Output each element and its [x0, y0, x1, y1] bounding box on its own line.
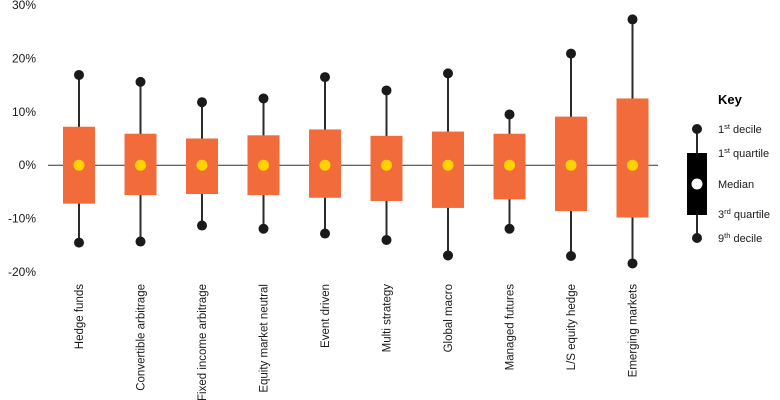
- y-tick-label: 0%: [19, 158, 37, 172]
- legend: Key 1st decile 1st quartile Median 3rd quart…: [687, 92, 770, 245]
- median-dot: [442, 159, 454, 171]
- category-label: Event driven: [320, 284, 332, 348]
- legend-entry: 9th decile: [718, 231, 762, 246]
- y-tick-label: -20%: [8, 265, 36, 279]
- decile-1-dot: [381, 85, 392, 96]
- y-tick-label: 30%: [12, 0, 36, 12]
- category-labels: Hedge funds Convertible arbitrage Fixed in…: [74, 284, 640, 400]
- category-label: Hedge funds: [74, 284, 86, 349]
- legend-entry: Median: [718, 179, 754, 191]
- category-label: Convertible arbitrage: [136, 284, 148, 391]
- box-group: [247, 93, 280, 234]
- box-group: [432, 68, 464, 261]
- decile-9-dot: [443, 250, 453, 261]
- box-group: [63, 69, 95, 248]
- median-dot: [196, 159, 208, 171]
- category-label: Global macro: [443, 284, 455, 352]
- median-dot: [135, 159, 146, 171]
- category-label: Multi strategy: [382, 284, 394, 353]
- y-axis: 30% 20% 10% 0% -10% -20%: [8, 0, 36, 279]
- quartile-box: [616, 98, 649, 218]
- box-series: [63, 14, 649, 269]
- legend-entry: 1st decile: [718, 122, 762, 137]
- box-group: [616, 14, 649, 269]
- decile-1-dot: [320, 72, 330, 83]
- category-label: Managed futures: [505, 284, 517, 371]
- decile-9-dot: [320, 228, 330, 239]
- box-group: [555, 48, 587, 261]
- legend-decile-9-dot: [692, 233, 702, 243]
- decile-1-dot: [135, 76, 146, 87]
- box-group: [370, 85, 403, 245]
- median-dot: [319, 159, 331, 171]
- y-tick-label: 20%: [12, 51, 36, 65]
- median-dot: [73, 159, 85, 171]
- decile-9-dot: [566, 250, 576, 261]
- box-group: [186, 97, 218, 231]
- category-label: Equity market neutral: [259, 284, 271, 393]
- box-group: [124, 76, 157, 247]
- box-group: [309, 72, 341, 239]
- median-dot: [627, 159, 638, 171]
- decile-1-dot: [443, 68, 453, 79]
- decile-1-dot: [258, 93, 269, 104]
- decile-9-dot: [135, 236, 146, 247]
- decile-1-dot: [504, 109, 515, 120]
- legend-title: Key: [718, 92, 743, 107]
- box-group: [493, 109, 526, 234]
- median-dot: [381, 159, 392, 171]
- legend-decile-1-dot: [692, 124, 702, 134]
- median-dot: [565, 159, 577, 171]
- decile-9-dot: [74, 237, 84, 248]
- legend-entry: 1st quartile: [718, 146, 769, 161]
- decile-9-dot: [627, 258, 638, 269]
- category-label: L/S equity hedge: [566, 284, 578, 370]
- decile-1-dot: [566, 48, 576, 59]
- legend-entry: 3rd quartile: [718, 207, 770, 222]
- decile-1-dot: [74, 69, 84, 80]
- decile-9-dot: [504, 223, 515, 234]
- decile-9-dot: [197, 220, 207, 231]
- decile-1-dot: [627, 14, 638, 25]
- median-dot: [258, 159, 269, 171]
- decile-9-dot: [381, 234, 392, 245]
- decile-9-dot: [258, 223, 269, 234]
- y-tick-label: 10%: [12, 105, 36, 119]
- y-tick-label: -10%: [8, 212, 36, 226]
- legend-median-dot: [691, 178, 703, 190]
- decile-1-dot: [197, 97, 207, 108]
- category-label: Emerging markets: [628, 284, 640, 378]
- median-dot: [504, 159, 515, 171]
- category-label: Fixed income arbitrage: [197, 284, 209, 400]
